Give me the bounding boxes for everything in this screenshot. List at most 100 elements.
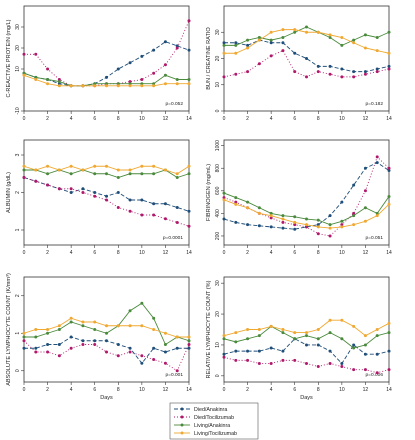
data-point (246, 43, 250, 47)
data-point (128, 346, 132, 350)
data-point (293, 227, 297, 231)
data-point (46, 78, 50, 81)
data-point (340, 337, 344, 341)
x-tick-label: 0 (223, 387, 226, 393)
data-point (116, 206, 120, 209)
x-tick-label: 4 (70, 116, 73, 122)
data-point (293, 70, 297, 74)
data-point (57, 78, 61, 81)
data-point (69, 172, 73, 176)
p-value-label: p=0.182 (366, 101, 384, 107)
data-point (363, 352, 367, 356)
data-point (281, 36, 285, 39)
data-point (352, 346, 356, 350)
data-point (187, 346, 191, 350)
legend: Died/Anakinra Died/Tocilizumab Living/Anak… (169, 402, 259, 440)
data-point (140, 54, 144, 58)
y-tick-label: 0 (215, 374, 221, 377)
data-point (269, 41, 273, 45)
data-point (116, 168, 120, 172)
data-point (387, 368, 391, 372)
x-tick-label: 12 (363, 116, 369, 122)
data-point (187, 343, 191, 346)
data-point (234, 72, 238, 76)
y-tick-label: 30 (15, 24, 21, 30)
y-tick-label: 20 (215, 311, 221, 317)
x-tick-label: 6 (93, 116, 96, 122)
data-point (340, 225, 344, 229)
data-point (140, 172, 144, 176)
data-point (387, 349, 391, 353)
data-point (57, 343, 61, 346)
data-point (246, 358, 250, 362)
data-point (316, 365, 320, 369)
data-point (152, 82, 156, 86)
data-point (387, 166, 391, 170)
data-point (46, 331, 50, 335)
x-axis-label: Days (300, 395, 313, 401)
data-point (105, 339, 108, 343)
data-point (57, 168, 61, 172)
data-point (116, 176, 120, 179)
x-tick-label: 4 (70, 250, 73, 256)
data-point (34, 350, 38, 354)
data-point (352, 183, 356, 187)
data-point (69, 187, 73, 191)
x-tick-label: 0 (23, 250, 26, 256)
x-tick-label: 4 (70, 387, 73, 393)
data-point (93, 84, 97, 88)
data-point (140, 84, 144, 88)
data-point (175, 369, 179, 373)
y-tick-label: 30 (215, 29, 221, 35)
data-point (93, 320, 97, 324)
legend-entry: Died/Anakinra (194, 407, 227, 413)
data-point (140, 354, 144, 358)
data-point (340, 75, 344, 79)
data-point (81, 84, 85, 88)
data-point (105, 172, 108, 176)
x-tick-label: 10 (139, 116, 145, 122)
data-point (128, 82, 132, 86)
plot-frame (223, 139, 390, 246)
data-point (281, 349, 285, 353)
data-point (93, 339, 97, 343)
data-point (175, 346, 179, 350)
data-point (281, 331, 285, 335)
data-point (234, 202, 238, 206)
data-point (93, 343, 97, 346)
data-point (152, 172, 156, 176)
data-point (22, 339, 26, 343)
data-point (175, 176, 179, 179)
data-point (105, 75, 108, 79)
x-tick-label: 10 (339, 387, 345, 393)
data-point (116, 354, 120, 358)
data-point (163, 73, 167, 77)
data-point (269, 54, 273, 58)
data-point (363, 206, 367, 210)
data-point (363, 33, 367, 37)
x-tick-label: 12 (163, 116, 169, 122)
data-point (305, 343, 308, 347)
data-point (81, 339, 85, 343)
data-point (340, 67, 344, 71)
data-point (340, 36, 344, 39)
data-point (234, 220, 238, 224)
data-point (387, 30, 391, 34)
x-tick-label: 12 (363, 387, 369, 393)
data-point (175, 335, 179, 339)
data-point (375, 49, 379, 53)
data-point (305, 57, 308, 60)
data-point (305, 225, 308, 229)
data-point (222, 337, 226, 341)
data-point (269, 30, 273, 34)
data-point (234, 51, 238, 55)
data-point (305, 334, 308, 338)
data-point (316, 70, 320, 74)
p-value-label: p=0.052 (166, 101, 184, 107)
x-axis-label: Days (100, 395, 113, 401)
y-tick-label: 2 (15, 191, 21, 194)
data-point (328, 349, 332, 353)
